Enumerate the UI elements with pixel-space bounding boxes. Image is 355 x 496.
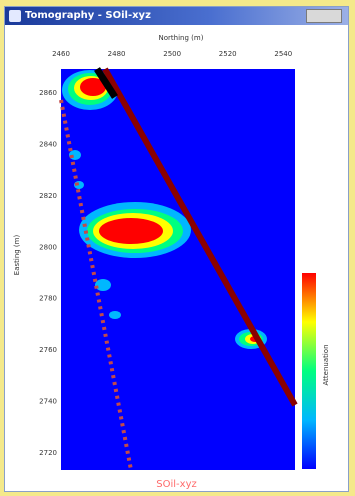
titlebar[interactable]: Tomography - SOil-xyz (5, 7, 348, 25)
y-tick-label: 2760 (39, 346, 57, 354)
y-ticks: 2860 2840 2820 2800 2780 2760 2740 2720 (39, 89, 57, 457)
y-tick-label: 2720 (39, 449, 57, 457)
y-tick-label: 2860 (39, 89, 57, 97)
y-tick-label: 2800 (39, 243, 57, 251)
tomography-plot: Northing (m) Easting (m) (13, 34, 330, 471)
tomography-window: Tomography - SOil-xyz Northing (m) Easti… (4, 6, 349, 492)
colorbar (302, 273, 316, 469)
plot-area: Northing (m) Easting (m) (5, 25, 348, 491)
solid-well-path (102, 67, 298, 407)
y-tick-label: 2820 (39, 192, 57, 200)
heatmap-background (61, 69, 295, 470)
x-tick-label: 2520 (219, 50, 237, 58)
tomography-app-icon (9, 10, 21, 22)
well-path-top-black (94, 67, 118, 99)
colorbar-label: Attenuation (322, 344, 330, 385)
x-tick-label: 2460 (52, 50, 70, 58)
x-tick-label: 2500 (163, 50, 181, 58)
y-tick-label: 2740 (39, 398, 57, 406)
footer-label: SOil-xyz (156, 479, 197, 490)
window-controls[interactable] (306, 9, 342, 23)
x-ticks: 2460 2480 2500 2520 2540 (52, 50, 292, 58)
x-tick-label: 2480 (108, 50, 126, 58)
x-tick-label: 2540 (274, 50, 292, 58)
y-axis-label: Easting (m) (13, 235, 21, 276)
anomaly-center (79, 202, 191, 258)
x-axis-label: Northing (m) (159, 34, 204, 42)
window-title: Tomography - SOil-xyz (25, 10, 151, 21)
y-tick-label: 2840 (39, 140, 57, 148)
y-tick-label: 2780 (39, 295, 57, 303)
